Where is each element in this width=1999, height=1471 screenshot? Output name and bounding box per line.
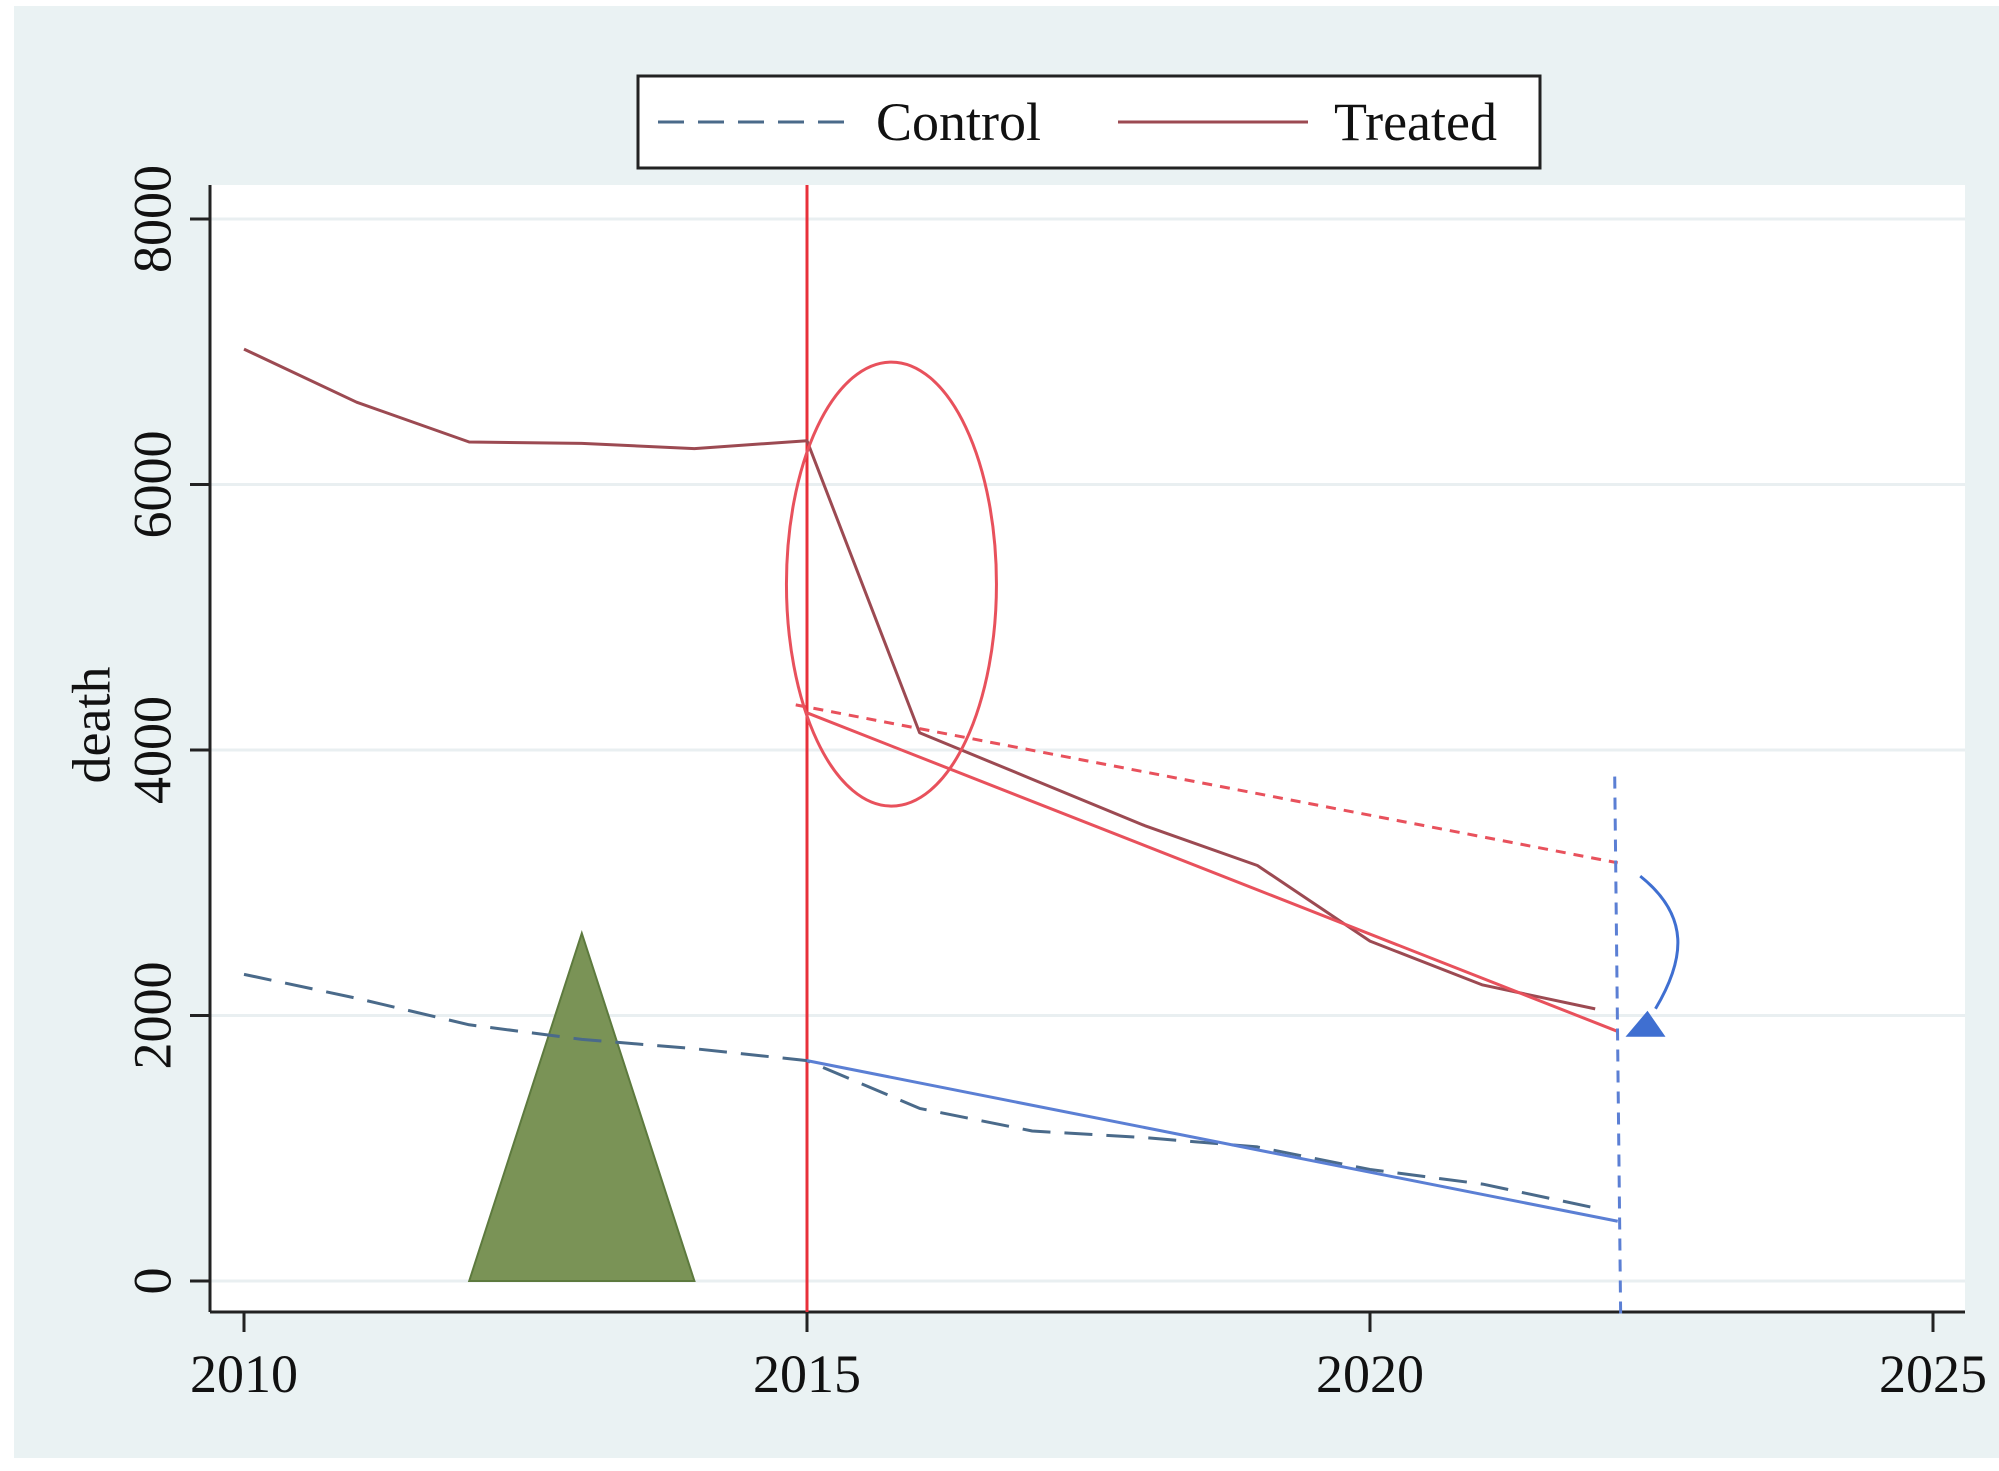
series-control-line — [243, 972, 1596, 1210]
y-axis-title: death — [61, 667, 121, 784]
series-lines — [243, 347, 1596, 1210]
x-tick-label-2025: 2025 — [1879, 1344, 1987, 1404]
x-tick-label-2010: 2010 — [190, 1344, 298, 1404]
axes: 0 2000 4000 6000 8000 2010 2015 2020 2025 — [122, 165, 1987, 1404]
legend: Control Treated — [636, 74, 1542, 170]
y-tick-label-0: 0 — [122, 1268, 182, 1295]
gridlines — [210, 217, 1965, 1283]
y-tick-label-8000: 8000 — [122, 165, 182, 273]
legend-treated-label: Treated — [1334, 92, 1497, 152]
treated-trend-fit-line — [806, 711, 1619, 1033]
arrow-curve — [1639, 874, 1680, 1010]
triangle-marker — [467, 929, 696, 1282]
control-trend-fit-line — [806, 1059, 1619, 1223]
overlays-front — [784, 360, 1680, 1321]
series-treated-line — [243, 347, 1596, 1011]
y-tick-label-2000: 2000 — [122, 962, 182, 1070]
y-tick-label-4000: 4000 — [122, 696, 182, 804]
arrow-head — [1625, 1010, 1666, 1037]
drop-highlight-ellipse — [784, 360, 998, 808]
y-tick-label-6000: 6000 — [122, 431, 182, 539]
x-tick-label-2020: 2020 — [1316, 1344, 1424, 1404]
treated-counterfactual-line — [795, 703, 1619, 865]
overlays-back — [467, 185, 809, 1312]
x-tick-label-2015: 2015 — [753, 1344, 861, 1404]
end-period-marker-line — [1613, 776, 1623, 1321]
legend-control-label: Control — [876, 92, 1041, 152]
